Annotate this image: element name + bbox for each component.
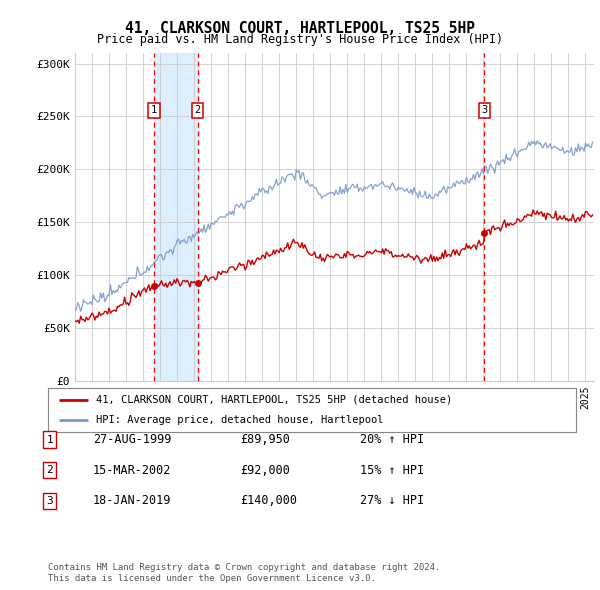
Text: Contains HM Land Registry data © Crown copyright and database right 2024.: Contains HM Land Registry data © Crown c… [48, 563, 440, 572]
Text: 1: 1 [151, 106, 157, 116]
Text: 1: 1 [46, 435, 53, 444]
Text: 2: 2 [46, 466, 53, 475]
Text: 3: 3 [481, 106, 487, 116]
Text: 41, CLARKSON COURT, HARTLEPOOL, TS25 5HP (detached house): 41, CLARKSON COURT, HARTLEPOOL, TS25 5HP… [95, 395, 452, 405]
Text: 15-MAR-2002: 15-MAR-2002 [93, 464, 172, 477]
Bar [154, 53, 197, 381]
Text: HPI: Average price, detached house, Hartlepool: HPI: Average price, detached house, Hart… [95, 415, 383, 425]
Text: Price paid vs. HM Land Registry's House Price Index (HPI): Price paid vs. HM Land Registry's House … [97, 33, 503, 46]
Text: This data is licensed under the Open Government Licence v3.0.: This data is licensed under the Open Gov… [48, 574, 376, 583]
Text: 15% ↑ HPI: 15% ↑ HPI [360, 464, 424, 477]
Text: 2: 2 [194, 106, 201, 116]
Text: 41, CLARKSON COURT, HARTLEPOOL, TS25 5HP: 41, CLARKSON COURT, HARTLEPOOL, TS25 5HP [125, 21, 475, 35]
Text: £92,000: £92,000 [240, 464, 290, 477]
Text: £140,000: £140,000 [240, 494, 297, 507]
Text: £89,950: £89,950 [240, 433, 290, 446]
Text: 3: 3 [46, 496, 53, 506]
Text: 20% ↑ HPI: 20% ↑ HPI [360, 433, 424, 446]
Text: 18-JAN-2019: 18-JAN-2019 [93, 494, 172, 507]
Text: 27-AUG-1999: 27-AUG-1999 [93, 433, 172, 446]
Text: 27% ↓ HPI: 27% ↓ HPI [360, 494, 424, 507]
